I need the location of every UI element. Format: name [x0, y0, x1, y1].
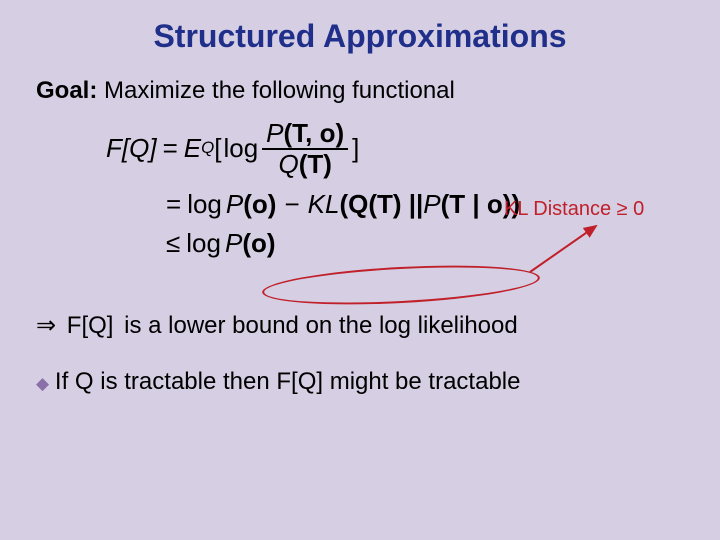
kl-distance-label: KL Distance ≥ 0: [504, 198, 644, 221]
kl-arrow: [0, 0, 720, 540]
